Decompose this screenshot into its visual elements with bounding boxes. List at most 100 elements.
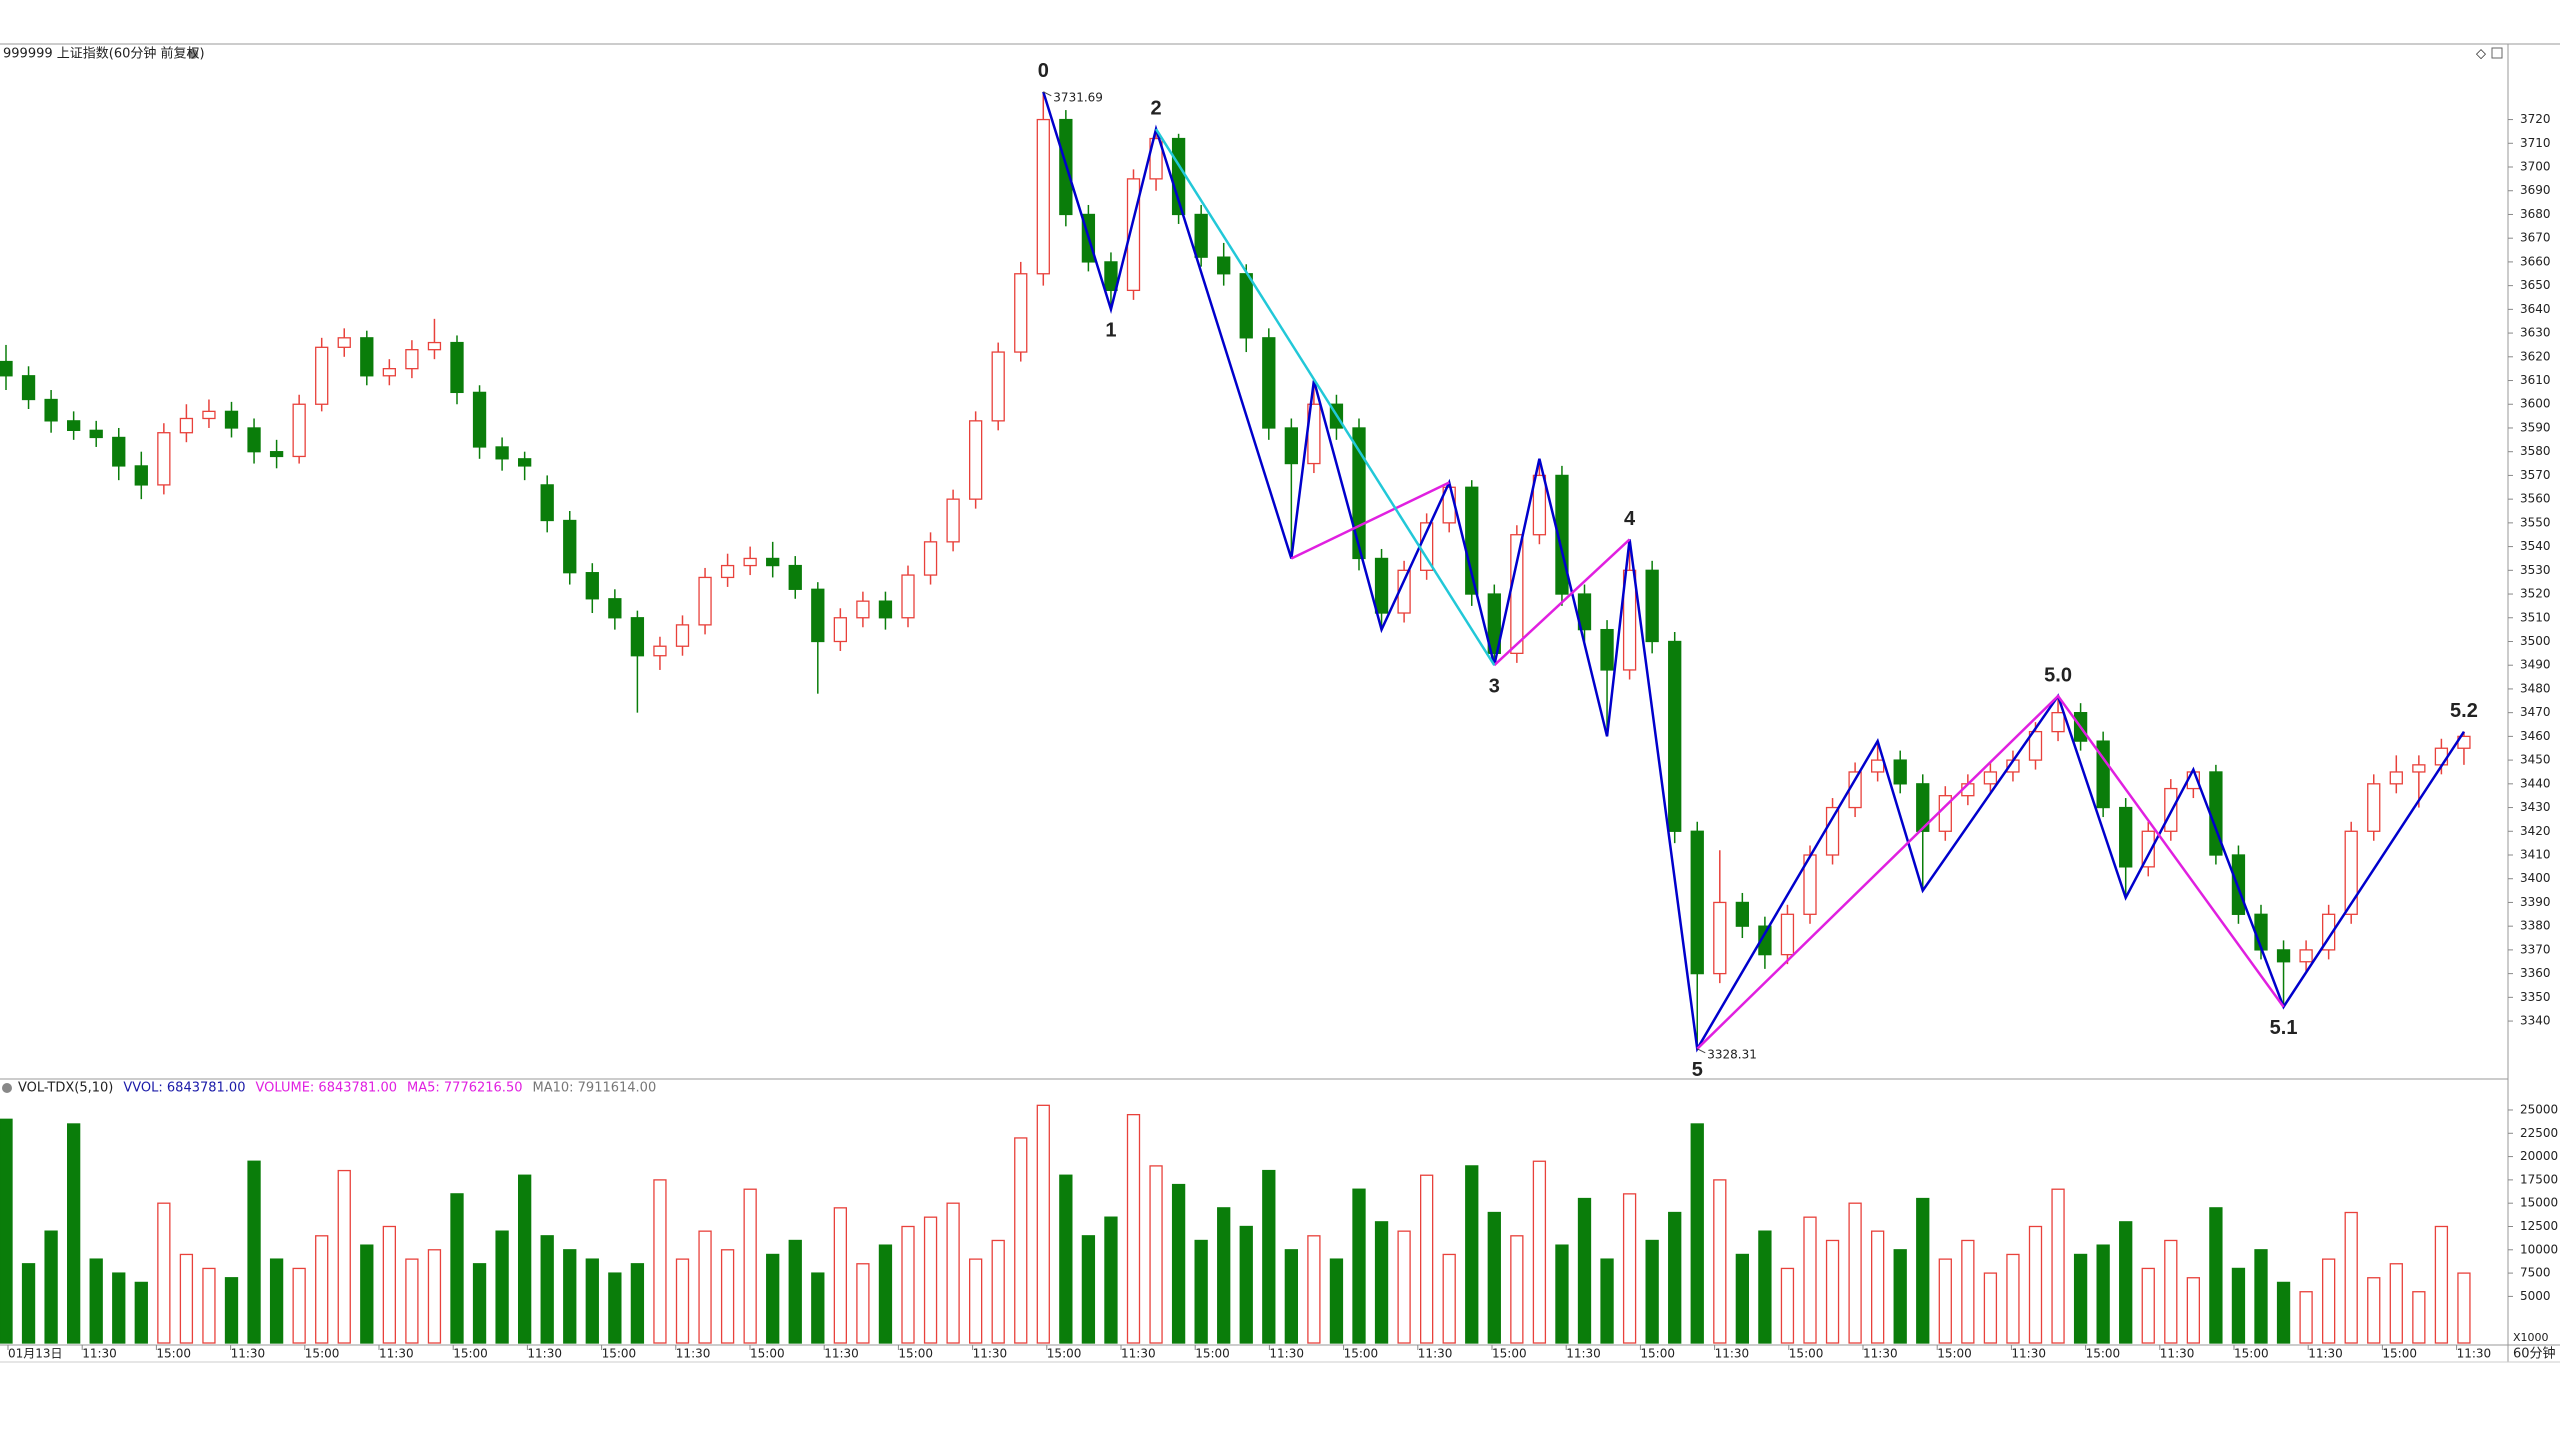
y-tick-label: 3400	[2520, 871, 2551, 885]
candle-body	[1217, 256, 1231, 275]
wave-label: 5.1	[2270, 1017, 2298, 1039]
candle-body	[1622, 569, 1637, 671]
y-tick-label: 3490	[2520, 658, 2551, 672]
candle-body	[292, 403, 306, 458]
y-tick-label: 3440	[2520, 776, 2551, 790]
volume-bar	[269, 1258, 284, 1344]
y-tick-label: 3510	[2520, 610, 2551, 624]
title-icon[interactable]	[188, 49, 198, 59]
y-tick-label: 3390	[2520, 895, 2551, 909]
volume-bar	[1938, 1258, 1952, 1344]
candle-body	[698, 576, 712, 626]
candle-body	[2434, 747, 2449, 766]
candle-body	[337, 337, 351, 348]
volume-icon[interactable]	[2, 1083, 12, 1093]
volume-bar	[1059, 1174, 1073, 1344]
volume-bar	[382, 1225, 397, 1344]
candle-body	[1893, 759, 1907, 785]
volume-tick-label: 15000	[2520, 1196, 2558, 1210]
volume-bar	[1555, 1244, 1569, 1344]
candle-body	[608, 598, 622, 619]
zigzag-line	[1154, 128, 1496, 666]
tool-icon[interactable]: ◇	[2476, 47, 2486, 62]
candle-body	[1510, 534, 1524, 654]
candle-body	[472, 391, 487, 448]
y-tick-label: 3640	[2520, 302, 2551, 316]
volume-bar	[1735, 1253, 1749, 1344]
candle-body	[405, 349, 419, 370]
candle-body	[563, 519, 577, 574]
y-tick-label: 3350	[2520, 990, 2551, 1004]
volume-bar	[653, 1179, 667, 1344]
zigzag-line	[1696, 694, 2285, 1050]
wave-label: 0	[1038, 60, 1049, 82]
candle-body	[630, 617, 645, 657]
volume-tick-label: 25000	[2520, 1102, 2558, 1116]
volume-bar	[405, 1258, 419, 1344]
candle-body	[202, 410, 216, 420]
extreme-pointer	[1043, 91, 1052, 97]
candle-body	[2389, 771, 2403, 785]
candle-body	[540, 484, 554, 522]
volume-bar	[878, 1244, 893, 1344]
candle-body	[1735, 901, 1749, 927]
volume-bar	[2073, 1253, 2088, 1344]
maximize-icon[interactable]	[2491, 47, 2503, 59]
volume-bar	[969, 1258, 983, 1344]
candle-body	[2367, 783, 2381, 832]
x-tick-label: 15:00	[2234, 1347, 2269, 1361]
volume-bar	[1149, 1165, 1163, 1344]
candle-body	[1758, 925, 1772, 956]
volume-bar	[2186, 1277, 2201, 1344]
volume-bar	[1713, 1179, 1727, 1344]
candle-body	[1465, 486, 1479, 595]
wave-label: 5.2	[2450, 700, 2478, 722]
wave-label: 5.0	[2044, 664, 2072, 686]
volume-bar	[2231, 1267, 2246, 1344]
wave-label: 5	[1692, 1059, 1703, 1081]
volume-bar	[788, 1239, 802, 1344]
volume-bar	[518, 1174, 532, 1344]
volume-bar	[1014, 1137, 1028, 1344]
candle-body	[518, 458, 532, 467]
volume-tick-label: 7500	[2520, 1266, 2551, 1280]
candle-body	[833, 617, 847, 643]
y-tick-label: 3680	[2520, 207, 2551, 221]
candle-body	[1600, 628, 1614, 671]
candle-body	[1487, 593, 1501, 654]
x-tick-label: 11:30	[1566, 1347, 1601, 1361]
period-label[interactable]: 60分钟	[2513, 1346, 2556, 1362]
candle-body	[901, 574, 915, 619]
volume-bar	[1284, 1249, 1298, 1344]
candle-body	[21, 375, 36, 401]
volume-bar	[2299, 1291, 2313, 1344]
candle-body	[653, 645, 667, 657]
y-tick-label: 3370	[2520, 942, 2551, 956]
volume-bar	[1780, 1267, 1795, 1344]
candle-body	[2344, 830, 2358, 915]
candle-body	[1352, 427, 1366, 560]
volume-bar	[675, 1258, 690, 1344]
volume-bar	[1397, 1230, 1411, 1344]
extreme-pointer	[1697, 1048, 1706, 1054]
candle-body	[2028, 730, 2043, 761]
volume-bar	[1374, 1221, 1389, 1344]
y-tick-label: 3460	[2520, 729, 2551, 743]
volume-bar	[1803, 1216, 1817, 1344]
candle-body	[89, 429, 103, 439]
volume-bar	[2006, 1253, 2020, 1344]
volume-bar	[698, 1230, 712, 1344]
volume-tick-label: 5000	[2520, 1289, 2551, 1303]
volume-bar	[179, 1253, 194, 1344]
volume-bar	[21, 1263, 36, 1344]
candle-body	[2412, 764, 2426, 773]
candle-body	[1713, 901, 1727, 975]
volume-bar	[1758, 1230, 1772, 1344]
wave-label: 4	[1624, 508, 1636, 530]
volume-bar	[2457, 1272, 2471, 1344]
candle-body	[495, 446, 509, 460]
candle-body	[923, 541, 938, 576]
volume-bar	[2434, 1225, 2449, 1344]
candle-body	[2051, 712, 2065, 733]
volume-bar	[157, 1202, 171, 1344]
